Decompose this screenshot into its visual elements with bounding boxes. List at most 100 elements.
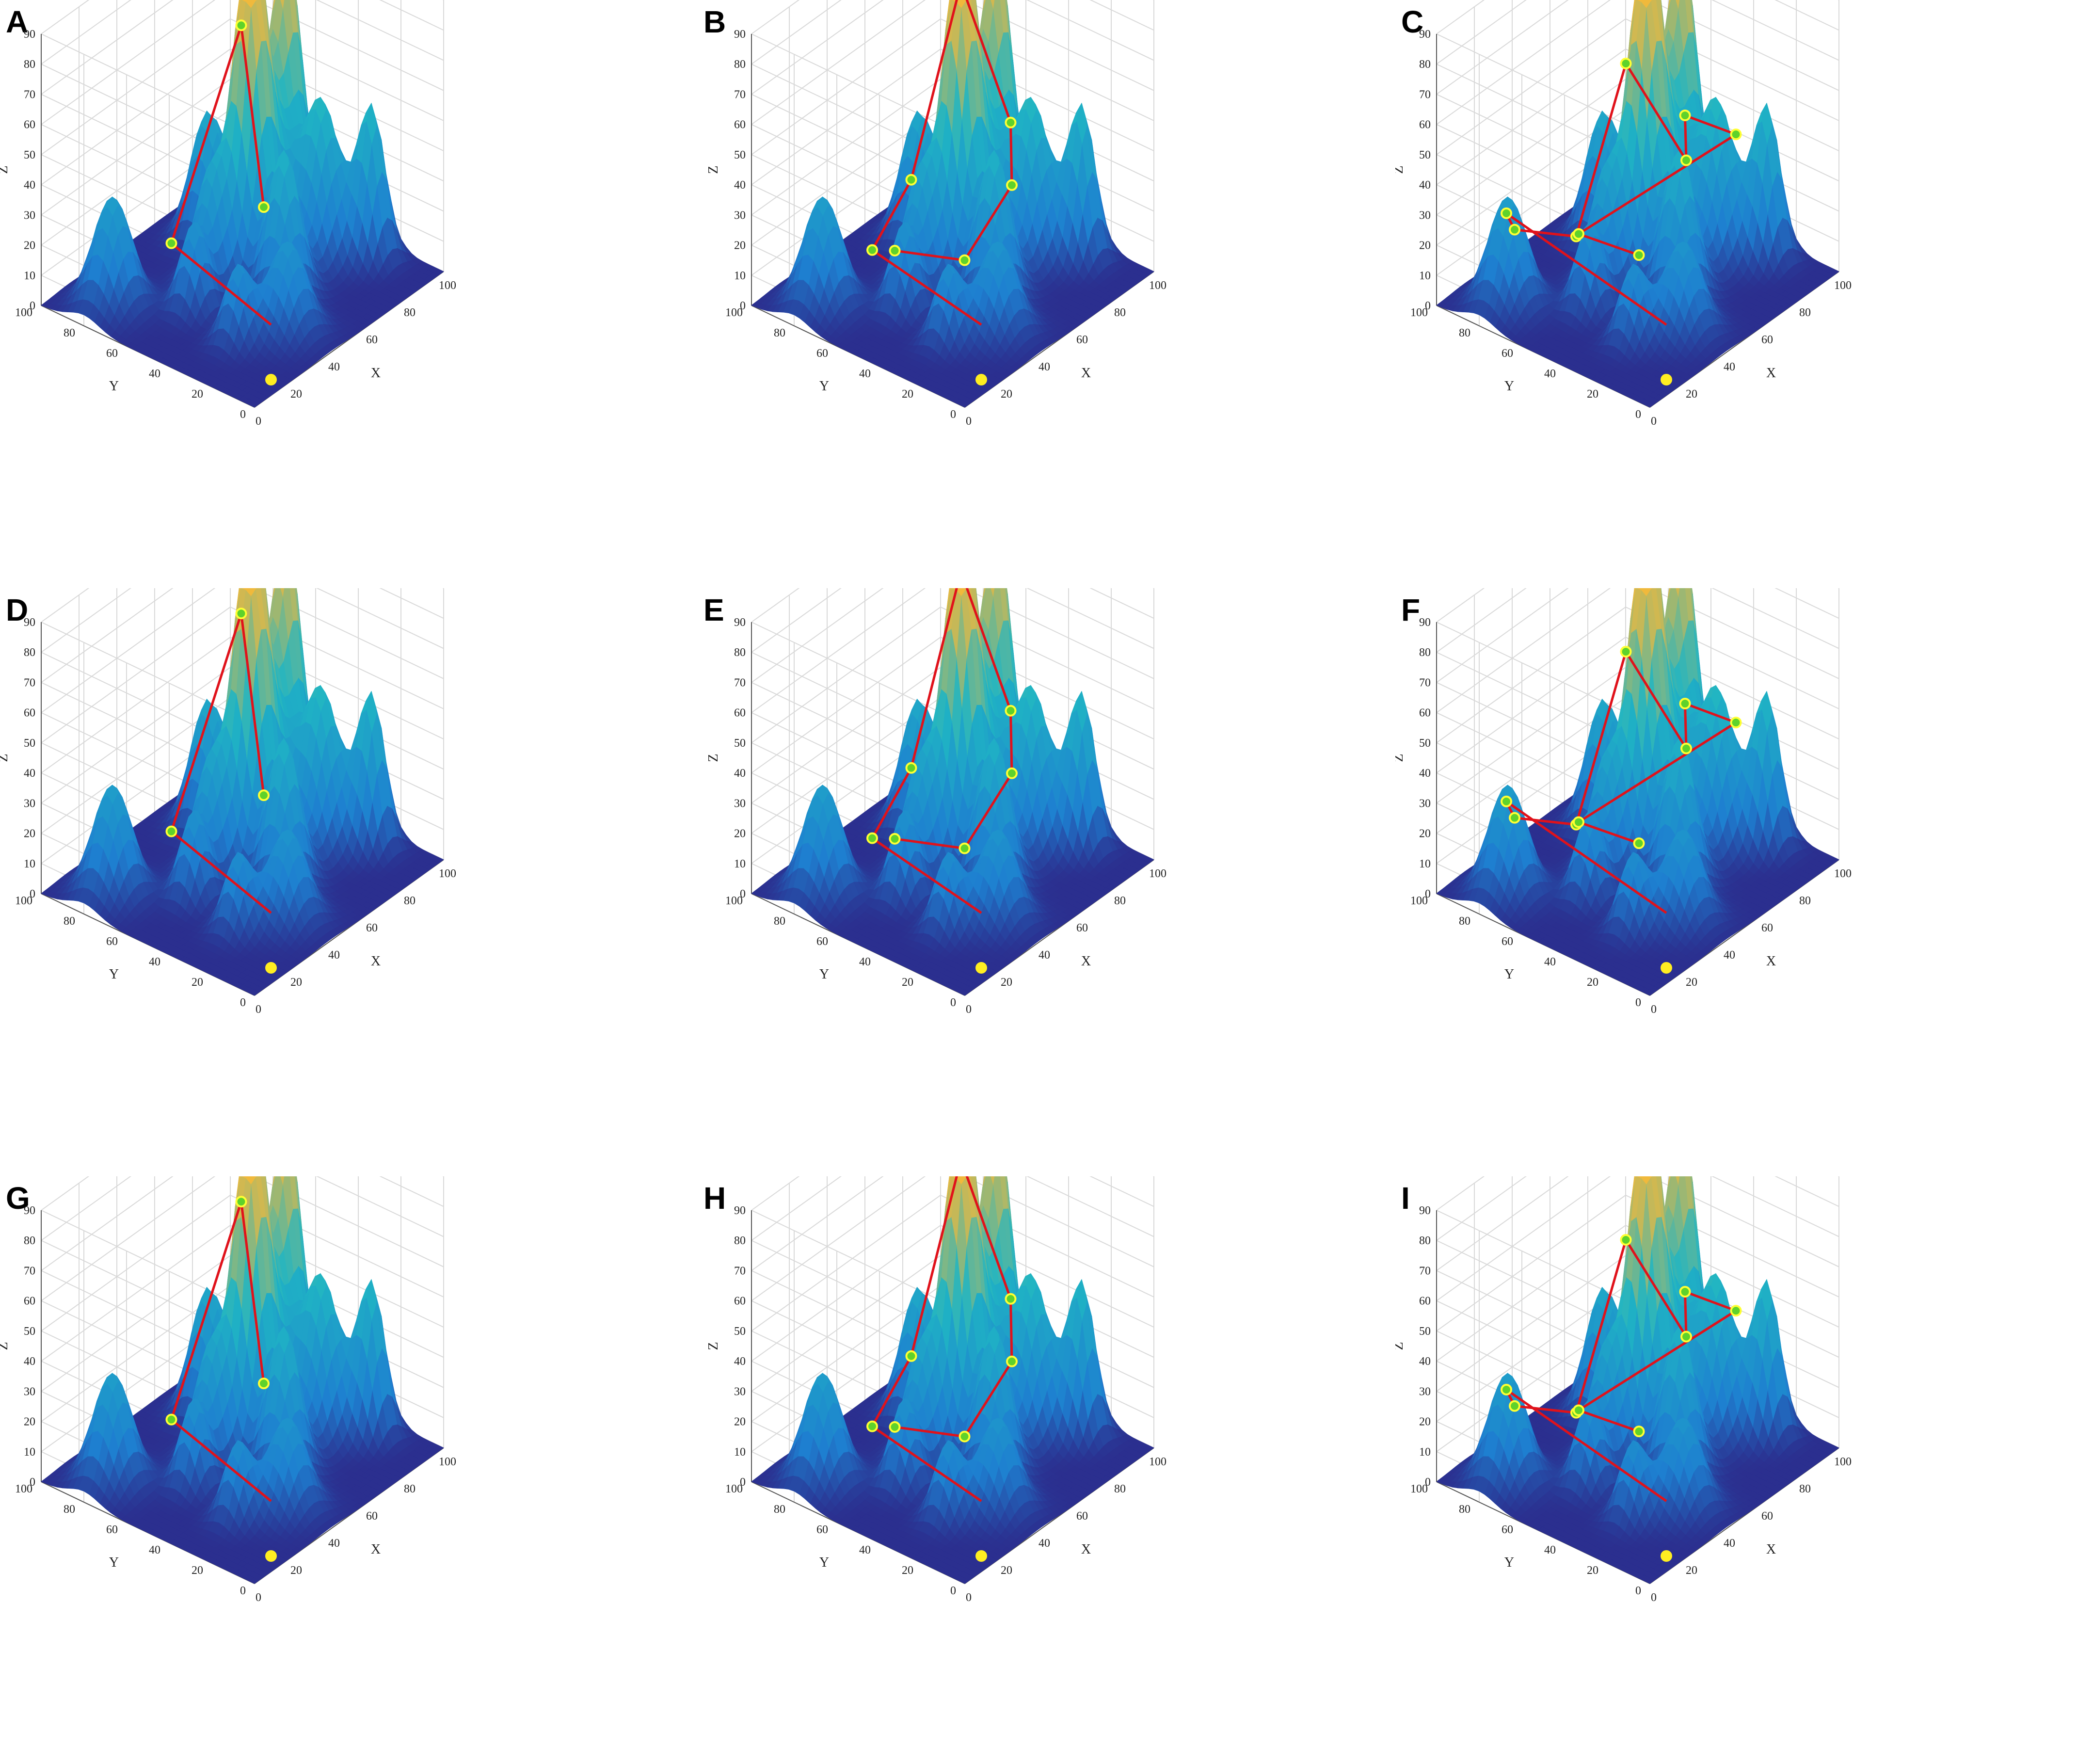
start-point bbox=[265, 1550, 277, 1562]
y-tick-label: 40 bbox=[1544, 1544, 1556, 1556]
z-tick-label: 10 bbox=[24, 1446, 35, 1459]
grid-line bbox=[751, 667, 941, 804]
uav-path bbox=[871, 0, 1013, 326]
z-tick-label: 0 bbox=[30, 300, 35, 312]
grid-line bbox=[751, 1225, 941, 1362]
x-tick-label: 0 bbox=[966, 1003, 972, 1016]
grid-line bbox=[751, 33, 965, 136]
z-tick-label: 0 bbox=[30, 888, 35, 900]
grid-line bbox=[41, 1176, 90, 1211]
z-tick-label: 90 bbox=[1419, 1204, 1431, 1217]
x-tick-label: 40 bbox=[1039, 361, 1050, 373]
x-tick-label: 100 bbox=[439, 867, 456, 880]
z-tick-label: 80 bbox=[24, 646, 35, 659]
grid-line bbox=[1711, 588, 1839, 649]
grid-line bbox=[1436, 0, 1485, 34]
waypoint-marker bbox=[1005, 705, 1017, 717]
z-tick-label: 40 bbox=[734, 1355, 746, 1368]
waypoint-marker bbox=[1679, 110, 1691, 122]
waypoint-marker bbox=[889, 833, 901, 845]
y-tick-label: 60 bbox=[106, 1523, 118, 1536]
uav-path bbox=[871, 588, 1013, 914]
x-tick-label: 80 bbox=[1799, 306, 1811, 319]
y-axis-label: Y bbox=[1504, 1555, 1514, 1570]
grid-line bbox=[751, 588, 800, 623]
y-tick-label: 20 bbox=[1587, 976, 1598, 989]
y-tick-label: 40 bbox=[859, 368, 871, 380]
x-tick-label: 60 bbox=[1761, 922, 1773, 934]
y-tick-label: 40 bbox=[149, 368, 160, 380]
surface-plot-G: 0102030405060708090020406080100020406080… bbox=[0, 1176, 456, 1604]
terrain-surface bbox=[751, 1176, 1154, 1584]
waypoint-marker bbox=[1730, 1305, 1742, 1317]
y-tick-label: 40 bbox=[149, 1544, 160, 1556]
grid-line bbox=[751, 588, 842, 653]
grid-line bbox=[1436, 588, 1569, 683]
grid-line bbox=[41, 1195, 231, 1331]
panel-D: D 0 10 20 30 40 50 60 70 80 90 0 20 40 60 80 100 0 20 40 60 8… bbox=[0, 588, 698, 1176]
z-tick-label: 40 bbox=[734, 179, 746, 192]
y-tick-label: 0 bbox=[1635, 1585, 1641, 1597]
z-tick-label: 30 bbox=[1419, 1385, 1431, 1398]
x-tick-label: 60 bbox=[366, 922, 378, 934]
x-tick-label: 100 bbox=[1834, 1456, 1852, 1468]
y-tick-label: 100 bbox=[1410, 895, 1428, 907]
z-axis-label: Z bbox=[0, 165, 11, 174]
x-tick-label: 0 bbox=[1651, 1003, 1657, 1016]
y-tick-label: 60 bbox=[1502, 347, 1513, 360]
panel-F: F 0 10 20 30 40 50 60 70 80 90 0 20 40 60 80 100 0 20 40 60 8… bbox=[1395, 588, 2093, 1176]
z-tick-label: 40 bbox=[24, 767, 35, 780]
grid-line bbox=[1436, 607, 1626, 743]
uav-path bbox=[1505, 650, 1737, 914]
surface-plot-C: 0102030405060708090020406080100020406080… bbox=[1395, 0, 1852, 428]
z-tick-label: 30 bbox=[1419, 797, 1431, 810]
z-tick-label: 30 bbox=[24, 1385, 35, 1398]
y-tick-label: 80 bbox=[1459, 915, 1470, 928]
grid-line bbox=[751, 637, 941, 773]
waypoint-marker bbox=[1509, 1400, 1520, 1412]
z-axis-label: Z bbox=[706, 165, 721, 174]
panel-letter: C bbox=[1401, 4, 1424, 39]
x-tick-label: 0 bbox=[966, 1591, 972, 1604]
x-tick-label: 100 bbox=[1834, 867, 1852, 880]
panel-letter: I bbox=[1401, 1181, 1410, 1216]
x-tick-label: 100 bbox=[1149, 1456, 1166, 1468]
grid-line bbox=[1436, 588, 1527, 653]
y-tick-label: 80 bbox=[1459, 1503, 1470, 1516]
grid-line bbox=[1089, 1176, 1154, 1207]
x-tick-label: 40 bbox=[1039, 1537, 1050, 1550]
waypoint-marker bbox=[905, 1350, 917, 1362]
waypoint-marker bbox=[258, 1378, 270, 1390]
grid-line bbox=[379, 0, 444, 31]
grid-line bbox=[316, 0, 444, 61]
grid-line bbox=[1436, 588, 1485, 623]
z-tick-label: 0 bbox=[740, 1476, 746, 1489]
grid-line bbox=[1436, 622, 1650, 724]
x-tick-label: 40 bbox=[328, 361, 340, 373]
x-tick-label: 40 bbox=[1724, 1537, 1735, 1550]
z-tick-label: 20 bbox=[24, 240, 35, 252]
z-tick-label: 90 bbox=[734, 28, 746, 41]
waypoint-marker bbox=[1680, 1331, 1692, 1343]
z-tick-label: 30 bbox=[734, 209, 746, 222]
terrain-surface bbox=[41, 0, 444, 408]
grid-line bbox=[41, 588, 90, 623]
surface-plot-I: 0102030405060708090020406080100020406080… bbox=[1395, 1176, 1852, 1604]
x-tick-label: 100 bbox=[1149, 279, 1166, 292]
grid-line bbox=[41, 0, 90, 34]
grid-line bbox=[41, 588, 131, 653]
waypoint-marker bbox=[165, 825, 177, 837]
y-tick-label: 40 bbox=[859, 1544, 871, 1556]
waypoint-marker bbox=[1005, 116, 1017, 128]
grid-line bbox=[1436, 18, 1626, 155]
z-tick-label: 80 bbox=[1419, 1235, 1431, 1247]
z-tick-label: 30 bbox=[734, 1385, 746, 1398]
x-tick-label: 20 bbox=[290, 1564, 302, 1577]
z-tick-label: 70 bbox=[24, 1265, 35, 1277]
waypoint-marker bbox=[1006, 1355, 1018, 1367]
start-point bbox=[265, 374, 277, 385]
y-tick-label: 0 bbox=[240, 996, 246, 1009]
terrain-surface bbox=[751, 0, 1154, 408]
grid-line bbox=[1774, 588, 1839, 619]
